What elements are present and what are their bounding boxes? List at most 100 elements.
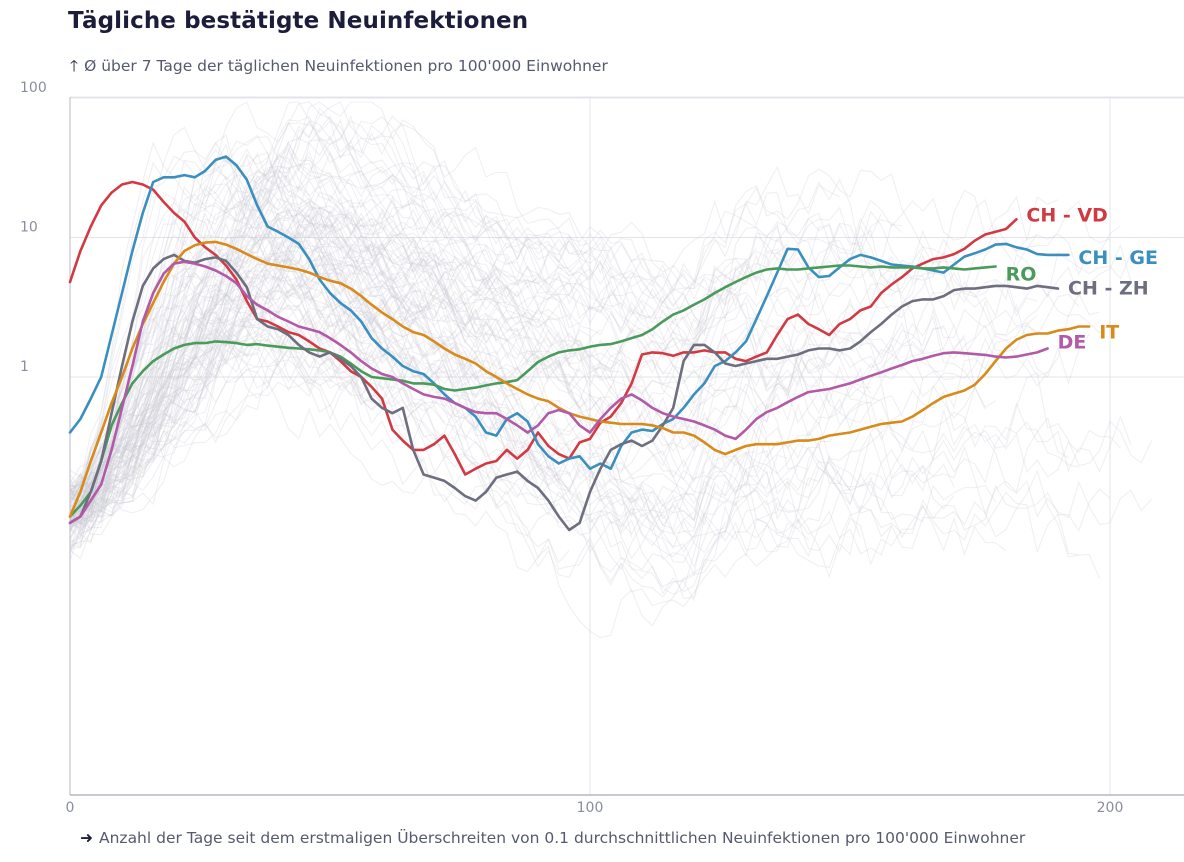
series-line-ro xyxy=(68,264,997,518)
background-region-line xyxy=(69,134,986,508)
series-line-ch-zh xyxy=(68,253,1060,532)
background-region-line xyxy=(69,257,768,531)
background-region-line xyxy=(69,283,924,530)
chart-title: Tägliche bestätigte Neuinfektionen xyxy=(68,8,529,34)
background-region-line xyxy=(69,116,1100,530)
background-region-line xyxy=(69,246,788,525)
series-line-it xyxy=(68,240,1091,518)
background-region-line xyxy=(69,203,903,492)
background-region-line xyxy=(69,253,539,514)
series-label-ch-ge: CH - GE xyxy=(1078,247,1158,269)
background-region-line xyxy=(69,154,1038,524)
background-region-line xyxy=(69,155,861,571)
x-axis-caption-text: Anzahl der Tage seit dem erstmaligen Übe… xyxy=(99,829,1026,847)
background-region-line xyxy=(69,168,872,494)
background-region-line xyxy=(69,328,539,536)
background-region-line xyxy=(69,206,944,487)
background-region-line xyxy=(69,230,445,519)
background-region-line xyxy=(69,208,1132,515)
background-region-line xyxy=(69,331,1007,602)
background-region-line xyxy=(69,212,581,542)
background-region-line xyxy=(69,148,830,484)
background-region-line xyxy=(69,252,539,532)
background-region-line xyxy=(69,140,580,500)
background-region-line xyxy=(69,196,560,506)
background-region-line xyxy=(69,191,882,483)
series-labels: CH - VD CH - GE RO CH - ZH IT DE xyxy=(1006,204,1158,353)
background-region-line xyxy=(69,255,893,491)
background-region-line xyxy=(69,208,1101,579)
background-region-line xyxy=(69,115,736,542)
y-tick-label: 100 xyxy=(20,80,47,96)
background-region-line xyxy=(69,316,383,530)
background-region-line xyxy=(69,197,768,564)
background-region-line xyxy=(69,174,404,498)
background-region-line xyxy=(69,185,549,527)
axis-ticks: 1101001’0000100200 xyxy=(20,80,1124,816)
background-region-line xyxy=(69,307,1153,560)
series-label-ch-vd: CH - VD xyxy=(1026,204,1107,226)
background-region-line xyxy=(69,233,705,516)
background-region-line xyxy=(69,174,487,526)
background-region-line xyxy=(69,223,1080,516)
background-region-line xyxy=(69,251,601,498)
background-region-line xyxy=(69,120,685,561)
background-region-line xyxy=(69,143,965,521)
background-region-line xyxy=(69,315,445,497)
series-label-ch-zh: CH - ZH xyxy=(1068,278,1149,300)
chart-subtitle-text: Ø über 7 Tage der täglichen Neuinfektion… xyxy=(84,57,608,75)
background-region-line xyxy=(69,208,653,502)
background-region-line xyxy=(69,126,1132,547)
background-region-line xyxy=(69,101,726,518)
background-region-line xyxy=(69,120,924,526)
background-region-line xyxy=(69,149,903,525)
background-region-line xyxy=(69,101,622,533)
background-region-line xyxy=(69,155,1048,532)
background-region-line xyxy=(69,289,383,520)
background-region-line xyxy=(69,169,705,529)
background-region-line xyxy=(69,248,809,550)
background-region-line xyxy=(69,101,508,548)
background-region-line xyxy=(69,219,726,530)
x-axis-caption: ➜ Anzahl der Tage seit dem erstmaligen Üb… xyxy=(80,829,1025,847)
background-region-line xyxy=(69,323,1079,600)
background-region-line xyxy=(69,115,425,523)
background-region-line xyxy=(69,300,1038,550)
background-region-line xyxy=(69,169,809,558)
background-region-line xyxy=(69,194,955,522)
background-region-line xyxy=(69,283,518,523)
x-tick-label: 0 xyxy=(66,800,75,816)
background-region-line xyxy=(69,293,425,539)
background-region-line xyxy=(69,253,559,526)
background-region-line xyxy=(69,186,466,512)
background-region-line xyxy=(69,293,726,639)
background-region-line xyxy=(69,275,893,595)
y-tick-label: 10 xyxy=(20,220,38,236)
x-tick-label: 100 xyxy=(577,800,604,816)
background-region-line xyxy=(69,271,716,548)
x-tick-label: 200 xyxy=(1097,800,1124,816)
background-region-line xyxy=(69,141,705,528)
series-label-it: IT xyxy=(1099,322,1119,344)
background-region-line xyxy=(69,223,414,534)
background-region-line xyxy=(69,311,1079,532)
background-region-line xyxy=(69,256,1069,568)
series-label-de: DE xyxy=(1058,332,1087,354)
background-region-line xyxy=(69,136,393,501)
background-region-line xyxy=(69,218,1090,511)
background-region-line xyxy=(69,222,508,505)
chart-grid xyxy=(69,96,1184,796)
arrow-right-icon: ➜ xyxy=(80,829,93,847)
background-region-line xyxy=(69,175,955,539)
chart-subtitle: 🡑 Ø über 7 Tage der täglichen Neuinfektio… xyxy=(70,54,608,81)
background-region-line xyxy=(69,152,871,508)
background-region-line xyxy=(69,223,445,524)
background-region-line xyxy=(69,156,393,531)
series-label-ro: RO xyxy=(1006,263,1037,285)
background-region-line xyxy=(69,213,1038,513)
background-region-line xyxy=(69,211,1111,546)
background-region-line xyxy=(69,303,716,598)
y-tick-label: 1 xyxy=(20,359,29,375)
series-line-ch-vd xyxy=(68,180,1018,476)
